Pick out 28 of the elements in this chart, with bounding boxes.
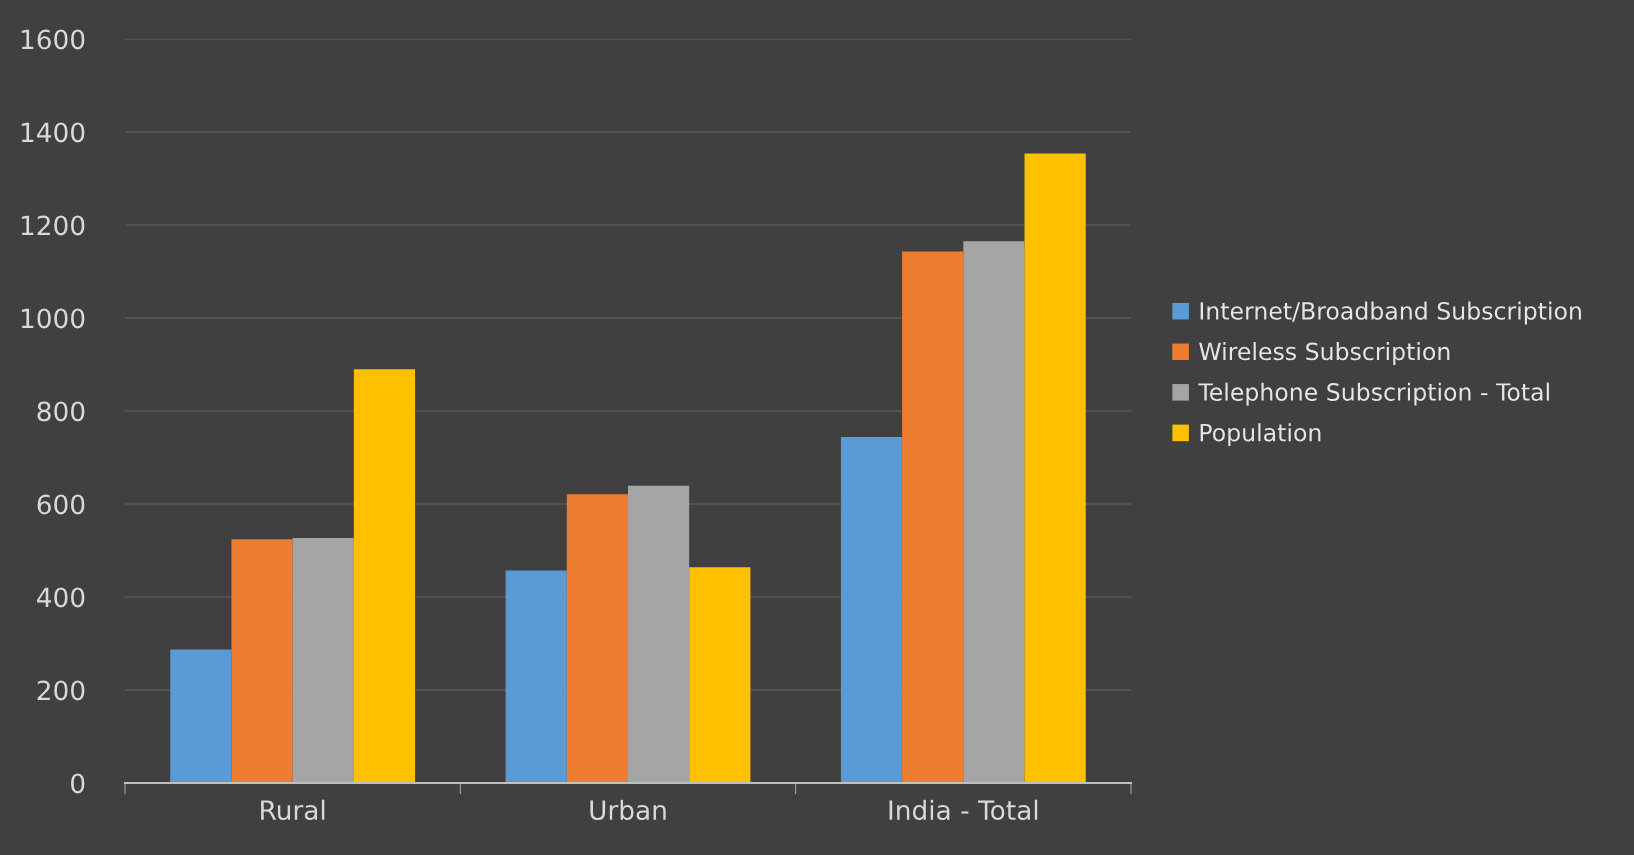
legend-label: Population	[1200, 423, 1321, 447]
legend-label: Wireless Subscription	[1199, 342, 1450, 365]
bar	[505, 570, 567, 783]
x-tick-label: India - Total	[889, 799, 1038, 821]
bar	[902, 251, 964, 783]
bar	[292, 537, 354, 783]
y-tick-label: 1600	[21, 29, 85, 50]
y-tick-label: 0	[71, 773, 85, 794]
bar	[840, 437, 903, 783]
y-tick-label: 1400	[21, 122, 85, 143]
bar	[566, 494, 628, 783]
y-tick-label: 400	[37, 587, 85, 608]
bar	[353, 369, 416, 783]
y-tick-label: 200	[37, 680, 85, 701]
y-tick-label: 1200	[21, 215, 85, 236]
y-tick-label: 800	[37, 401, 85, 422]
y-tick-label: 600	[37, 494, 85, 515]
bar	[628, 485, 690, 783]
legend-label: Telephone Subscription - Total	[1198, 382, 1549, 406]
y-tick-label: 1000	[21, 308, 85, 329]
bar	[1024, 153, 1086, 783]
x-tick-label: Urban	[590, 799, 666, 821]
bar	[231, 539, 293, 783]
bar	[689, 567, 751, 783]
x-tick-label: Rural	[261, 799, 325, 821]
bar	[170, 649, 232, 783]
bar	[963, 241, 1025, 783]
legend-label: Internet/Broadband Subscription	[1200, 301, 1581, 325]
